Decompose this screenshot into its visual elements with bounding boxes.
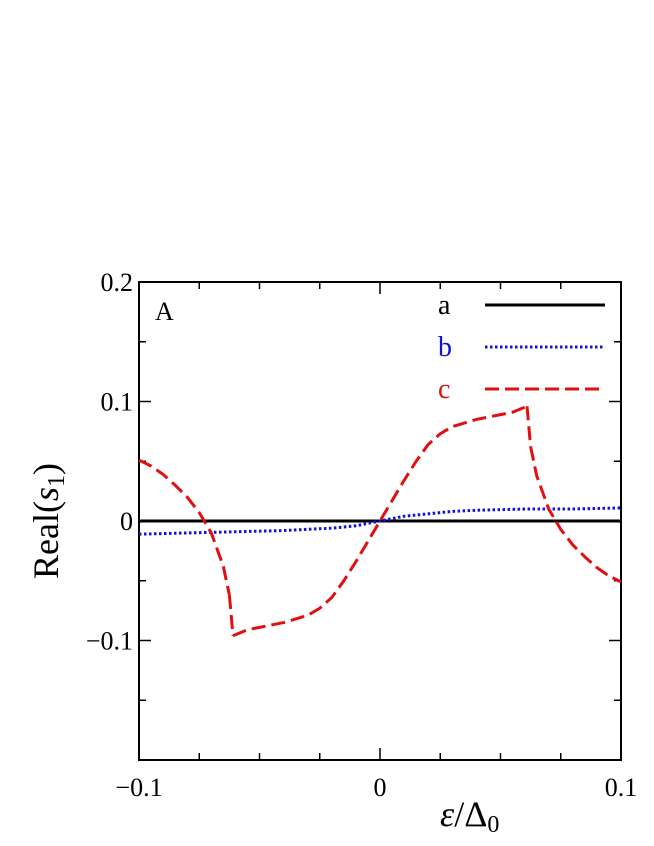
x-tick-label: 0.1 xyxy=(605,773,638,802)
y-tick-label: −0.1 xyxy=(86,627,133,656)
legend: abc xyxy=(438,290,605,405)
series-line-c xyxy=(138,458,231,596)
series-c xyxy=(138,404,622,638)
series-line-c xyxy=(227,594,235,636)
y-tick-label: 0.2 xyxy=(101,268,134,297)
series-line-c xyxy=(232,404,528,638)
x-tick-label: 0 xyxy=(374,773,387,802)
tick-labels: −0.1 0 0.1 0.2 0.1 0 −0.1 xyxy=(86,268,637,802)
legend-label-a: a xyxy=(438,290,451,321)
x-tick-label: −0.1 xyxy=(115,773,162,802)
panel-label: A xyxy=(155,297,174,326)
y-tick-label: 0 xyxy=(120,507,133,536)
legend-label-c: c xyxy=(438,374,450,405)
series-line-c xyxy=(529,446,622,584)
series-layer xyxy=(138,404,622,638)
series-line-c xyxy=(525,406,533,448)
y-tick-label: 0.1 xyxy=(101,388,134,417)
x-axis-title: ε/Δ0 xyxy=(440,794,499,838)
legend-label-b: b xyxy=(438,332,452,363)
y-axis-title: Real(s1) xyxy=(26,463,70,579)
